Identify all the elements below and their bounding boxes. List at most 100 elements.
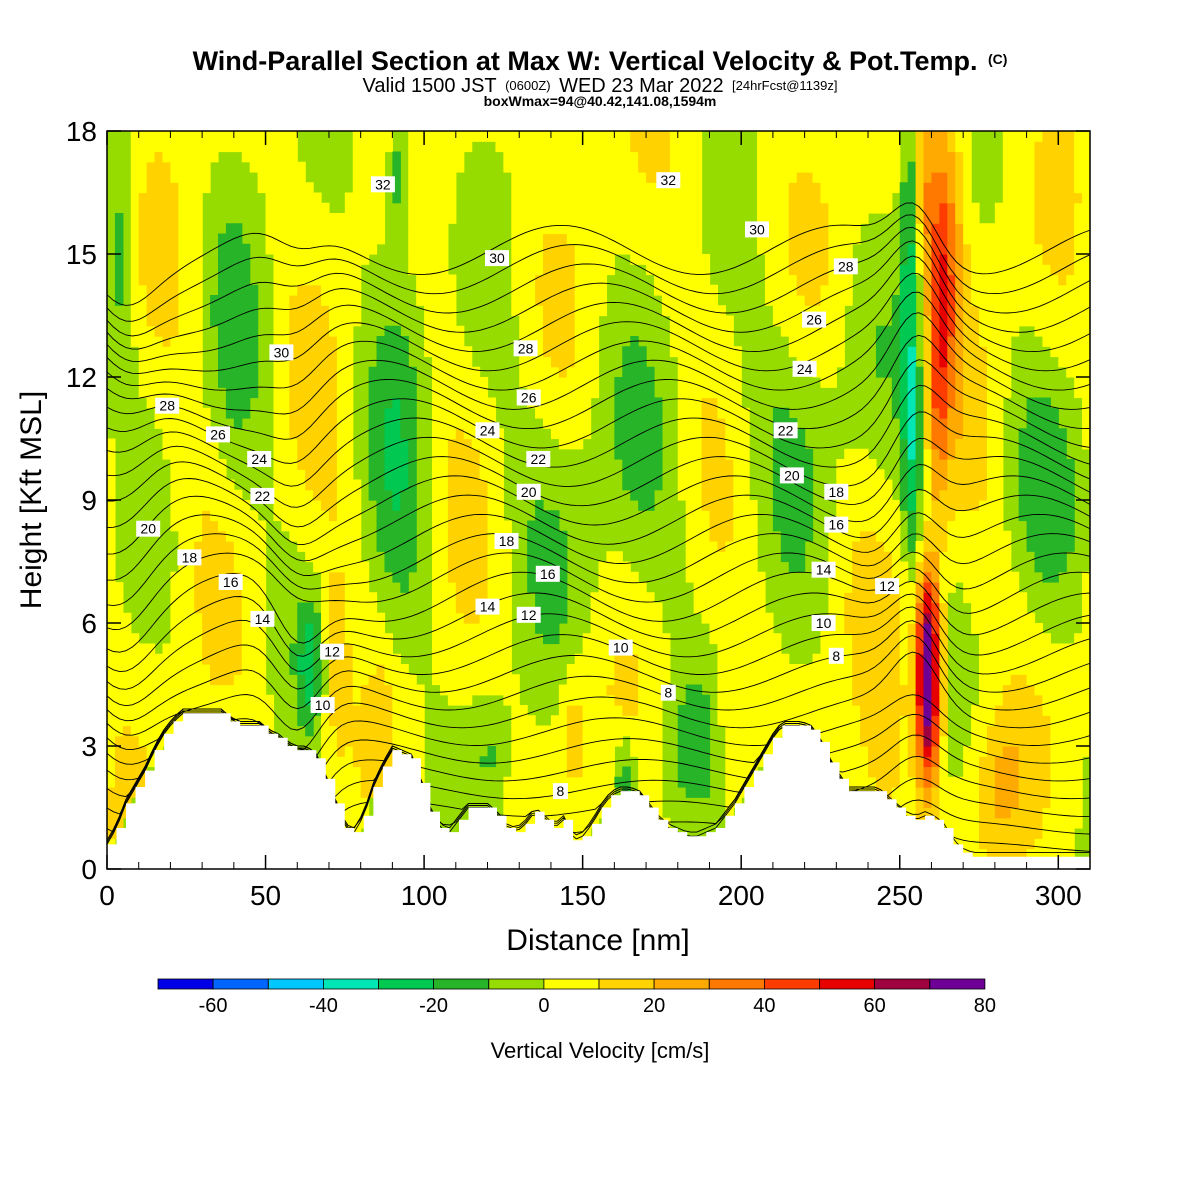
velocity-cell [638, 643, 647, 655]
velocity-cell [432, 346, 441, 358]
velocity-cell [447, 418, 457, 429]
velocity-cell [844, 674, 853, 686]
velocity-cell [875, 172, 885, 183]
velocity-cell [217, 623, 227, 634]
velocity-cell [693, 746, 703, 757]
velocity-cell [915, 418, 925, 429]
velocity-cell [653, 715, 663, 727]
velocity-cell [939, 418, 948, 429]
velocity-cell [130, 705, 140, 716]
velocity-cell [447, 694, 457, 706]
velocity-cell [574, 438, 584, 450]
velocity-cell [233, 674, 243, 686]
velocity-cell [979, 807, 988, 819]
velocity-cell [400, 336, 409, 347]
velocity-cell [812, 161, 822, 173]
velocity-cell [550, 213, 560, 224]
velocity-cell [780, 664, 790, 675]
velocity-cell [241, 305, 251, 317]
velocity-cell [186, 243, 195, 255]
velocity-cell [194, 571, 203, 583]
velocity-cell [772, 664, 782, 675]
velocity-cell [653, 428, 663, 440]
velocity-cell [931, 582, 940, 593]
velocity-cell [614, 684, 623, 696]
velocity-cell [677, 438, 687, 450]
velocity-cell [194, 223, 203, 235]
velocity-cell [558, 418, 568, 429]
velocity-cell [614, 377, 623, 388]
velocity-cell [352, 735, 362, 747]
velocity-cell [606, 735, 615, 747]
velocity-cell [249, 592, 259, 604]
velocity-cell [741, 664, 750, 675]
velocity-cell [907, 336, 917, 347]
velocity-cell [883, 530, 893, 542]
velocity-cell [550, 233, 560, 245]
velocity-cell [289, 397, 298, 409]
velocity-cell [511, 254, 520, 265]
velocity-cell [677, 397, 687, 409]
velocity-cell [772, 264, 782, 276]
velocity-cell [986, 602, 996, 614]
velocity-cell [566, 684, 576, 696]
velocity-cell [535, 787, 544, 798]
velocity-cell [297, 623, 306, 634]
velocity-cell [194, 305, 203, 317]
velocity-cell [543, 213, 552, 224]
velocity-cell [202, 664, 211, 675]
velocity-cell [701, 274, 711, 286]
velocity-cell [891, 161, 901, 173]
velocity-cell [328, 551, 338, 563]
velocity-cell [939, 612, 948, 624]
velocity-cell [439, 141, 449, 153]
velocity-cell [321, 715, 330, 727]
velocity-cell [439, 377, 449, 388]
velocity-cell [455, 684, 465, 696]
velocity-cell [313, 223, 322, 235]
velocity-cell [971, 356, 980, 368]
velocity-cell [138, 684, 148, 696]
velocity-cell [891, 510, 901, 522]
velocity-cell [535, 213, 544, 224]
velocity-cell [162, 715, 172, 727]
velocity-cell [780, 674, 790, 686]
velocity-cell [931, 633, 940, 645]
velocity-cell [376, 428, 386, 440]
velocity-cell [590, 325, 600, 337]
velocity-cell [416, 243, 425, 255]
velocity-cell [194, 202, 203, 214]
velocity-cell [535, 243, 544, 255]
velocity-cell [352, 643, 362, 655]
velocity-cell [550, 254, 560, 265]
velocity-cell [693, 182, 703, 194]
velocity-cell [550, 520, 560, 532]
velocity-cell [178, 561, 187, 573]
velocity-cell [297, 223, 306, 235]
velocity-cell [717, 315, 726, 327]
velocity-cell [217, 377, 227, 388]
velocity-cell [432, 161, 441, 173]
velocity-cell [336, 438, 346, 450]
velocity-cell [344, 346, 354, 358]
velocity-cell [432, 571, 441, 583]
velocity-cell [416, 172, 425, 183]
velocity-cell [107, 684, 116, 696]
velocity-cell [653, 438, 663, 450]
velocity-cell [939, 305, 948, 317]
velocity-cell [646, 182, 655, 194]
velocity-cell [701, 377, 711, 388]
velocity-cell [622, 633, 631, 645]
velocity-cell [653, 448, 663, 460]
velocity-cell [828, 582, 837, 593]
velocity-cell [487, 520, 497, 532]
velocity-cell [701, 756, 711, 768]
velocity-cell [923, 520, 933, 532]
velocity-cell [891, 725, 901, 737]
velocity-cell [527, 766, 536, 778]
velocity-cell [844, 612, 853, 624]
velocity-cell [931, 705, 940, 716]
velocity-cell [709, 407, 719, 419]
velocity-cell [971, 787, 980, 798]
velocity-cell [503, 582, 512, 593]
